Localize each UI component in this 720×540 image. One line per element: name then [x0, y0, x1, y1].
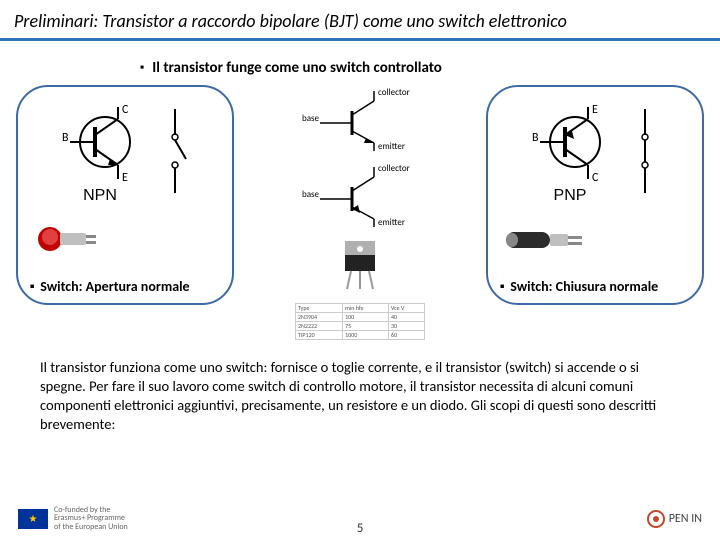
panel-npn: B C E NPN ▪ — [16, 85, 234, 305]
svg-text:emitter: emitter — [378, 141, 405, 152]
pnp-symbol: B C E PNP — [530, 97, 610, 205]
openin-logo: PEN IN — [647, 510, 702, 528]
subtitle-row: ▪ Il transistor funge come uno switch co… — [0, 59, 720, 77]
npn-symbol: B C E NPN — [60, 97, 140, 205]
npn-type-label: NPN — [60, 187, 140, 205]
pnp-type-label: PNP — [530, 187, 610, 205]
center-npn-schematic: base collector emitter — [300, 85, 420, 155]
openin-logo-icon — [647, 510, 665, 528]
bullet-icon: ▪ — [140, 61, 144, 75]
svg-text:E: E — [592, 103, 598, 117]
svg-text:B: B — [532, 131, 539, 145]
to220-package-icon — [325, 237, 395, 293]
page-number: 5 — [357, 521, 364, 536]
svg-text:C: C — [122, 103, 129, 117]
svg-text:E: E — [122, 171, 128, 185]
barrel-plug-button-icon — [500, 222, 590, 256]
svg-text:B: B — [62, 131, 69, 145]
title-bar: Preliminari: Transistor a raccordo bipol… — [0, 0, 720, 41]
npn-schematic-row: B C E NPN — [30, 97, 220, 205]
svg-text:collector: collector — [378, 163, 410, 174]
pnp-schematic-row: B C E PNP — [500, 97, 690, 205]
red-push-button-icon — [30, 219, 100, 259]
svg-text:C: C — [592, 171, 599, 185]
npn-caption-row: ▪ Switch: Apertura normale — [30, 278, 220, 295]
pnp-caption-row: ▪ Switch: Chiusura normale — [500, 278, 690, 295]
svg-text:emitter: emitter — [378, 217, 405, 228]
bullet-icon: ▪ — [500, 280, 504, 294]
center-pnp-schematic: base collector emitter — [300, 161, 420, 231]
eu-text: Co-funded by the Erasmus+ Programme of t… — [54, 506, 128, 532]
subtitle-text: Il transistor funge come uno switch cont… — [152, 59, 442, 77]
panel-pnp: B C E PNP ▪ — [486, 85, 704, 305]
pnp-caption: Switch: Chiusura normale — [510, 278, 658, 295]
openin-logo-text: PEN IN — [669, 512, 702, 526]
npn-caption: Switch: Apertura normale — [40, 278, 189, 295]
slide-title: Preliminari: Transistor a raccordo bipol… — [14, 10, 706, 32]
svg-text:base: base — [302, 189, 320, 200]
red-pushbutton-row — [30, 219, 220, 259]
body-paragraph: Il transistor funziona come uno switch: … — [0, 340, 720, 435]
svg-text:collector: collector — [378, 87, 410, 98]
plug-button-row — [500, 222, 690, 256]
center-mini-table: Typemin hfeVce V 2N390410040 2N22227530 … — [295, 303, 425, 340]
main-row: B C E NPN ▪ — [0, 85, 720, 340]
svg-text:base: base — [302, 113, 320, 124]
eu-cofunded-block: ★ Co-funded by the Erasmus+ Programme of… — [18, 506, 128, 532]
open-switch-symbol — [160, 101, 190, 201]
eu-flag-icon: ★ — [18, 509, 48, 529]
bullet-icon: ▪ — [30, 280, 34, 294]
closed-switch-symbol — [630, 101, 660, 201]
center-column: base collector emitter base collector em… — [240, 85, 480, 340]
